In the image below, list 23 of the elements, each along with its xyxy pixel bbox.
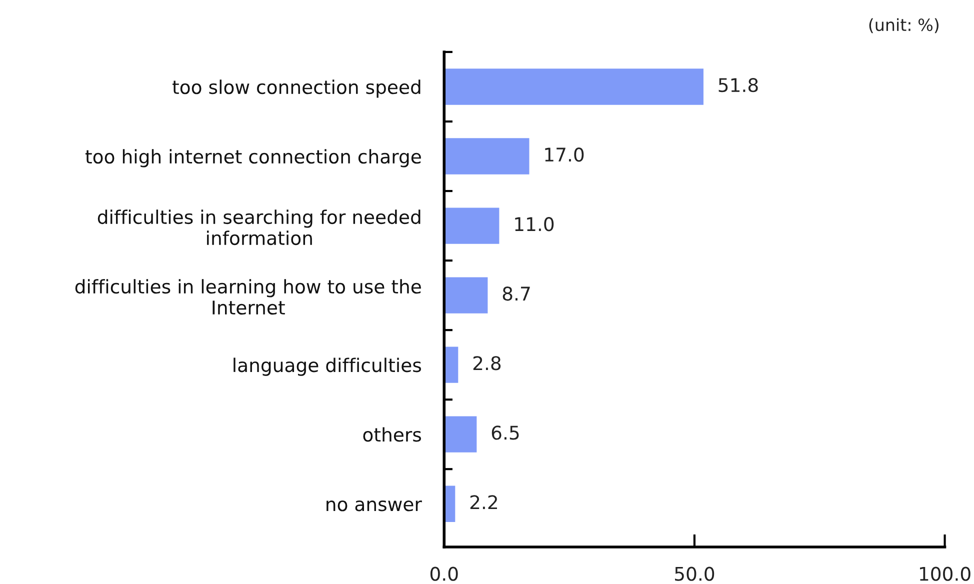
y-tick-label: no answer bbox=[326, 500, 422, 512]
y-tick-label: too slow connection speed bbox=[172, 80, 420, 98]
bar bbox=[444, 277, 488, 314]
y-tick-label: too high internet connection charge bbox=[85, 149, 421, 168]
bar bbox=[444, 416, 477, 452]
text: (unit: %) bbox=[869, 18, 938, 34]
bar bbox=[444, 138, 530, 174]
data-label: 17.0 bbox=[545, 148, 584, 162]
y-tick-label: difficulties in searching for needed information bbox=[98, 210, 420, 246]
data-label: 2.2 bbox=[470, 495, 497, 510]
x-tick-label: 0.0 bbox=[430, 566, 458, 581]
bar bbox=[444, 68, 704, 105]
data-label: 8.7 bbox=[502, 286, 530, 301]
data-label: 51.8 bbox=[718, 78, 758, 92]
y-tick-label: language difficulties bbox=[234, 358, 422, 376]
y-tick-label: difficulties in learning how to use the Internet bbox=[75, 279, 421, 315]
x-tick-label: 50.0 bbox=[675, 566, 714, 581]
x-tick-label: 100.0 bbox=[920, 566, 970, 581]
data-label: 2.8 bbox=[473, 356, 501, 370]
data-label: 6.5 bbox=[492, 426, 519, 440]
data-label: 11.0 bbox=[515, 217, 554, 232]
bar bbox=[444, 208, 500, 244]
y-tick-label: others bbox=[363, 427, 422, 442]
